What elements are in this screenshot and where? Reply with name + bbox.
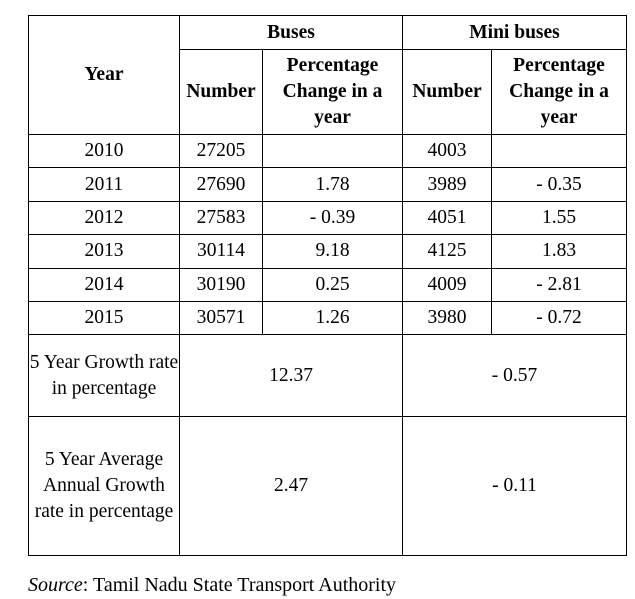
table-row: 2012 27583 - 0.39 4051 1.55	[28, 200, 628, 236]
average-growth-row: 5 Year Average Annual Growth rate in per…	[28, 416, 628, 557]
average-growth-label: 5 Year Average Annual Growth rate in per…	[28, 416, 180, 557]
mini-number-cell: 4125	[402, 234, 492, 269]
bus-number-cell: 30114	[179, 234, 263, 269]
growth-mini-buses-value: - 0.57	[401, 334, 628, 418]
average-growth-buses-value: 2.47	[179, 416, 403, 557]
bus-change-header: Percentage Change in a year	[262, 49, 403, 135]
table-row: 2014 30190 0.25 4009 - 2.81	[28, 267, 628, 302]
mini-change-cell: 1.83	[490, 234, 628, 269]
year-cell: 2011	[28, 167, 180, 202]
mini-change-cell: - 0.72	[490, 300, 628, 336]
transport-table: Year Buses Mini buses Number Percentage …	[28, 15, 628, 557]
bus-number-cell: 27205	[179, 133, 263, 169]
year-cell: 2010	[28, 133, 180, 169]
year-cell: 2015	[28, 300, 180, 336]
table-row: 2015 30571 1.26 3980 - 0.72	[28, 300, 628, 336]
header-group-row: Year Buses Mini buses	[28, 15, 628, 135]
mini-number-cell: 4003	[402, 133, 492, 169]
mini-number-cell: 4051	[402, 200, 492, 236]
source-note: Source: Tamil Nadu State Transport Autho…	[28, 572, 396, 598]
year-cell: 2014	[28, 267, 180, 302]
bus-number-cell: 30190	[179, 267, 263, 302]
mini-number-header: Number	[402, 49, 492, 135]
mini-number-cell: 3980	[402, 300, 492, 336]
source-label: Source	[28, 574, 83, 596]
bus-change-cell: 9.18	[262, 234, 403, 269]
mini-change-cell: - 2.81	[490, 267, 628, 302]
growth-buses-value: 12.37	[179, 334, 403, 418]
bus-change-cell	[262, 133, 403, 169]
buses-header: Buses	[179, 15, 403, 50]
average-growth-mini-buses-value: - 0.11	[401, 416, 628, 557]
mini-buses-header: Mini buses	[401, 15, 628, 50]
bus-change-cell: - 0.39	[262, 200, 403, 236]
table-row: 2011 27690 1.78 3989 - 0.35	[28, 167, 628, 202]
bus-number-cell: 27690	[179, 167, 263, 202]
year-cell: 2013	[28, 234, 180, 269]
mini-change-header: Percentage Change in a year	[490, 49, 628, 135]
mini-number-cell: 3989	[402, 167, 492, 202]
mini-change-cell	[490, 133, 628, 169]
bus-change-cell: 1.78	[262, 167, 403, 202]
year-cell: 2012	[28, 200, 180, 236]
mini-number-cell: 4009	[402, 267, 492, 302]
bus-change-cell: 0.25	[262, 267, 403, 302]
table-row: 2010 27205 4003	[28, 133, 628, 169]
bus-number-cell: 30571	[179, 300, 263, 336]
bus-number-header: Number	[179, 49, 263, 135]
table-row: 2013 30114 9.18 4125 1.83	[28, 234, 628, 269]
growth-label: 5 Year Growth rate in percentage	[28, 334, 180, 418]
header-sub-row: Number Percentage Change in a year Numbe…	[29, 49, 628, 135]
year-header: Year	[28, 15, 180, 135]
source-text: : Tamil Nadu State Transport Authority	[82, 574, 397, 596]
title-fragment	[0, 0, 635, 14]
bus-number-cell: 27583	[179, 200, 263, 236]
mini-change-cell: - 0.35	[490, 167, 628, 202]
mini-change-cell: 1.55	[490, 200, 628, 236]
growth-row: 5 Year Growth rate in percentage 12.37 -…	[28, 334, 628, 418]
bus-change-cell: 1.26	[262, 300, 403, 336]
